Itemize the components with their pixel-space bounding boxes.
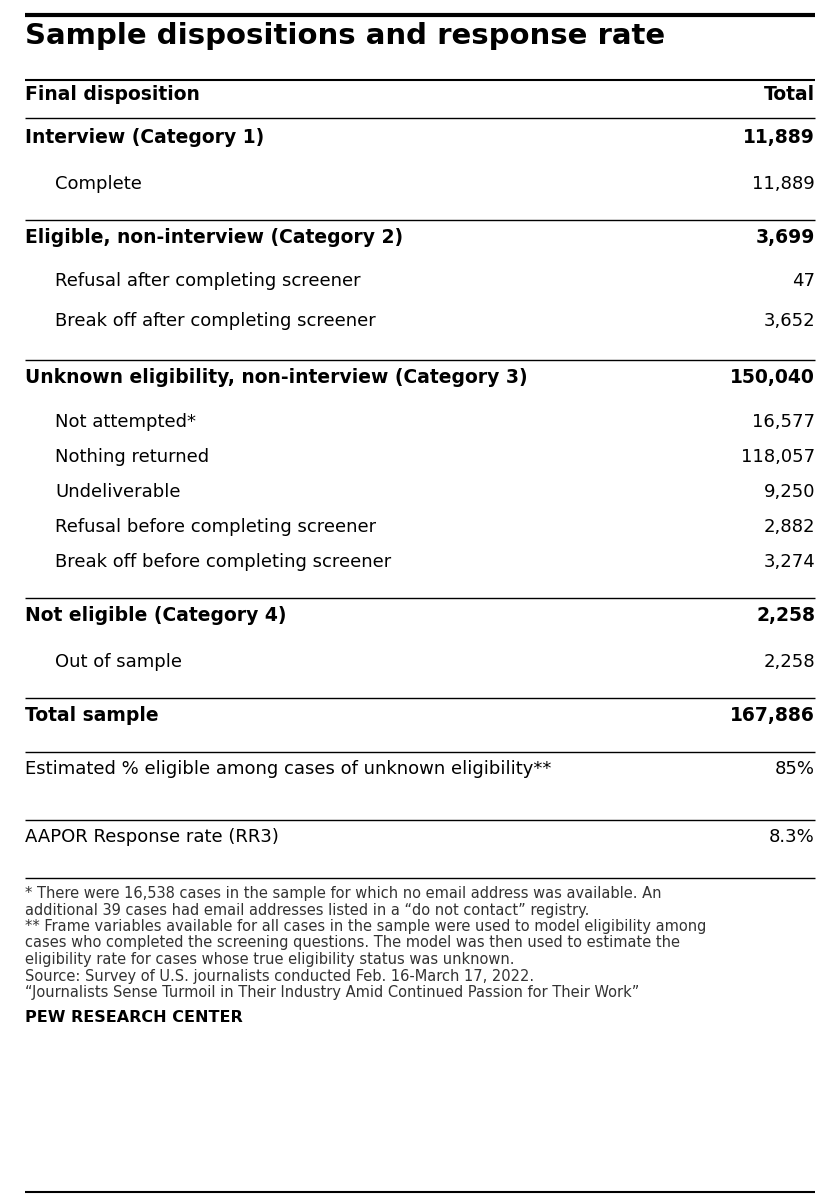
Text: 3,274: 3,274 bbox=[764, 553, 815, 571]
Text: 167,886: 167,886 bbox=[730, 706, 815, 725]
Text: Refusal before completing screener: Refusal before completing screener bbox=[55, 518, 376, 536]
Text: Estimated % eligible among cases of unknown eligibility**: Estimated % eligible among cases of unkn… bbox=[25, 760, 551, 778]
Text: Sample dispositions and response rate: Sample dispositions and response rate bbox=[25, 22, 665, 50]
Text: Not eligible (Category 4): Not eligible (Category 4) bbox=[25, 606, 286, 625]
Text: “Journalists Sense Turmoil in Their Industry Amid Continued Passion for Their Wo: “Journalists Sense Turmoil in Their Indu… bbox=[25, 985, 639, 1000]
Text: Break off before completing screener: Break off before completing screener bbox=[55, 553, 391, 571]
Text: eligibility rate for cases whose true eligibility status was unknown.: eligibility rate for cases whose true el… bbox=[25, 952, 514, 967]
Text: 2,258: 2,258 bbox=[756, 606, 815, 625]
Text: 3,652: 3,652 bbox=[764, 312, 815, 330]
Text: cases who completed the screening questions. The model was then used to estimate: cases who completed the screening questi… bbox=[25, 936, 680, 950]
Text: * There were 16,538 cases in the sample for which no email address was available: * There were 16,538 cases in the sample … bbox=[25, 886, 662, 901]
Text: Unknown eligibility, non-interview (Category 3): Unknown eligibility, non-interview (Cate… bbox=[25, 368, 528, 386]
Text: Nothing returned: Nothing returned bbox=[55, 448, 209, 466]
Text: Not attempted*: Not attempted* bbox=[55, 413, 196, 431]
Text: Out of sample: Out of sample bbox=[55, 653, 182, 671]
Text: Break off after completing screener: Break off after completing screener bbox=[55, 312, 375, 330]
Text: 85%: 85% bbox=[775, 760, 815, 778]
Text: ** Frame variables available for all cases in the sample were used to model elig: ** Frame variables available for all cas… bbox=[25, 919, 706, 934]
Text: 9,250: 9,250 bbox=[764, 482, 815, 502]
Text: 3,699: 3,699 bbox=[756, 228, 815, 247]
Text: 2,882: 2,882 bbox=[764, 518, 815, 536]
Text: 16,577: 16,577 bbox=[752, 413, 815, 431]
Text: 150,040: 150,040 bbox=[730, 368, 815, 386]
Text: Complete: Complete bbox=[55, 175, 142, 193]
Text: 118,057: 118,057 bbox=[741, 448, 815, 466]
Text: PEW RESEARCH CENTER: PEW RESEARCH CENTER bbox=[25, 1009, 243, 1025]
Text: 8.3%: 8.3% bbox=[769, 828, 815, 846]
Text: Final disposition: Final disposition bbox=[25, 85, 200, 104]
Text: Source: Survey of U.S. journalists conducted Feb. 16-March 17, 2022.: Source: Survey of U.S. journalists condu… bbox=[25, 968, 534, 984]
Text: 47: 47 bbox=[792, 272, 815, 290]
Text: Refusal after completing screener: Refusal after completing screener bbox=[55, 272, 360, 290]
Text: Total sample: Total sample bbox=[25, 706, 159, 725]
Text: Eligible, non-interview (Category 2): Eligible, non-interview (Category 2) bbox=[25, 228, 403, 247]
Text: 11,889: 11,889 bbox=[753, 175, 815, 193]
Text: AAPOR Response rate (RR3): AAPOR Response rate (RR3) bbox=[25, 828, 279, 846]
Text: Total: Total bbox=[764, 85, 815, 104]
Text: 11,889: 11,889 bbox=[743, 128, 815, 146]
Text: Undeliverable: Undeliverable bbox=[55, 482, 181, 502]
Text: Interview (Category 1): Interview (Category 1) bbox=[25, 128, 265, 146]
Text: 2,258: 2,258 bbox=[764, 653, 815, 671]
Text: additional 39 cases had email addresses listed in a “do not contact” registry.: additional 39 cases had email addresses … bbox=[25, 902, 590, 918]
